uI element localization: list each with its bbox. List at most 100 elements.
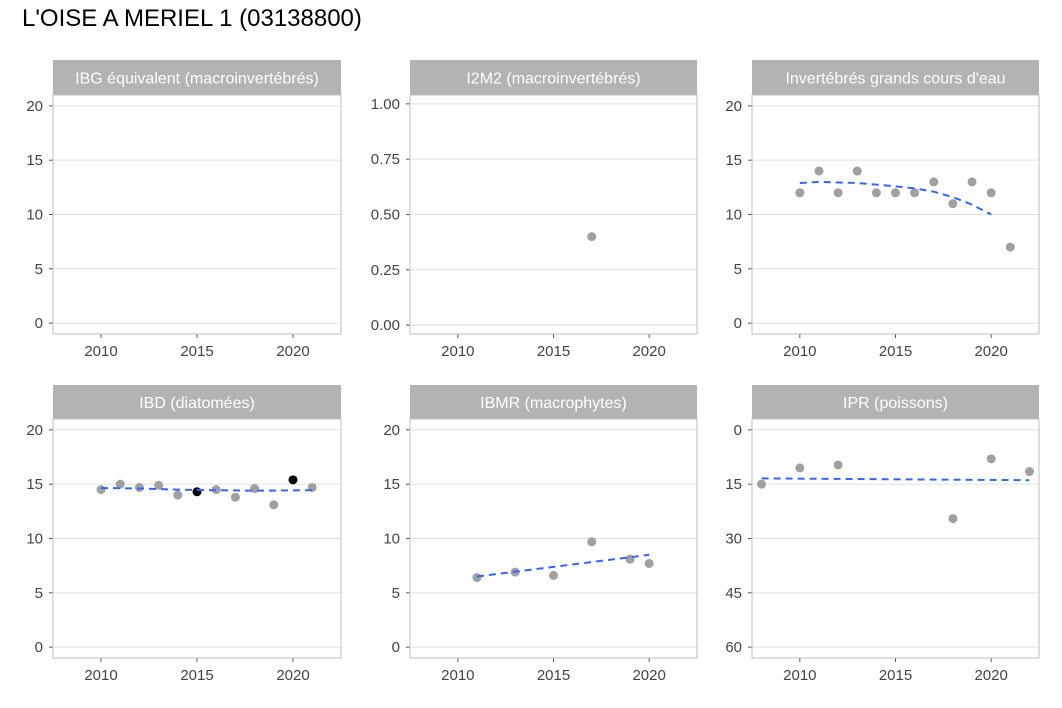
data-point [891,188,900,198]
y-tick-label: 10 [725,207,742,224]
strip-title: I2M2 (macroinvertébrés) [466,71,640,88]
data-point [173,490,183,500]
panel-1: IBG équivalent (macroinvertébrés) 0 5 10 15 2… [26,60,342,360]
y-tick-label: 0.25 [371,262,400,279]
data-point [472,573,482,583]
x-tick-label: 2020 [632,343,665,360]
data-point [795,188,805,198]
page-title: L'OISE A MERIEL 1 (03138800) [22,5,362,32]
x-tick-label: 2020 [276,343,309,360]
y-tick-label: 0 [35,315,43,332]
x-tick-label: 2010 [783,667,816,684]
strip-title: IBD (diatomées) [139,395,255,412]
strip-header [410,385,697,419]
y-tick-label: 0.75 [371,151,400,168]
data-point [230,492,240,502]
panel-border [409,94,698,335]
panel-border [52,94,342,335]
data-point [269,500,279,510]
data-point [587,232,597,242]
data-point [250,484,260,494]
x-tick-label: 2010 [84,667,117,684]
x-tick-label: 2020 [974,667,1007,684]
panel-5: IBMR (macrophytes) 0 5 10 15 20 2010 2015 2020 [383,385,698,684]
y-tick-label: 1.00 [371,96,400,113]
data-point [154,480,164,490]
x-tick-label: 2020 [276,667,309,684]
x-tick-label: 2015 [180,667,213,684]
data-point [986,454,996,464]
strip-header [752,385,1039,419]
data-point [948,199,958,209]
x-tick-label: 2020 [974,343,1007,360]
x-tick-label: 2015 [537,343,570,360]
panel-4: IBD (diatomées) 0 5 10 15 20 2010 2015 2020 [26,385,342,684]
data-point [96,485,106,495]
y-tick-label: 0 [734,315,742,332]
panel-border [751,94,1040,335]
y-tick-label: 0.50 [371,207,400,224]
y-tick-label: 20 [26,422,43,439]
data-point [948,514,958,524]
trend-line [100,487,313,492]
x-tick-label: 2010 [441,667,474,684]
data-point [1005,242,1015,252]
data-point [757,479,767,489]
data-point [134,482,144,492]
x-tick-label: 2010 [84,343,117,360]
y-tick-label: 10 [383,531,400,548]
data-point-highlight [288,475,298,485]
y-tick-label: 60 [725,639,742,656]
strip-header [752,60,1039,95]
x-tick-label: 2015 [879,667,912,684]
data-point [549,570,558,580]
strip-title: IBMR (macrophytes) [480,395,627,412]
y-tick-label: 15 [26,152,43,169]
data-point [795,463,805,473]
data-point [852,166,862,176]
data-point [814,166,824,176]
trend-line [476,553,650,578]
y-tick-label: 0 [392,639,400,656]
y-tick-label: 5 [734,261,742,278]
data-point [986,188,996,198]
y-tick-label: 15 [26,476,43,493]
x-tick-label: 2020 [632,667,665,684]
strip-title: IBG équivalent (macroinvertébrés) [75,71,319,88]
strip-title: Invertébrés grands cours d'eau [785,71,1005,88]
y-tick-label: 15 [725,152,742,169]
trend-line [799,180,992,216]
panel-border [52,418,342,659]
y-tick-label: 0.00 [371,317,400,334]
data-point [871,188,881,198]
y-tick-label: 0 [734,422,742,439]
y-tick-label: 45 [725,585,742,602]
data-point-highlight [192,487,202,497]
y-tick-label: 20 [725,98,742,115]
y-tick-label: 20 [26,98,43,115]
y-tick-label: 5 [392,585,400,602]
data-point [644,558,654,568]
strip-title: IPR (poissons) [843,395,948,412]
panel-6: IPR (poissons) 0 15 30 45 60 2010 2015 2020 [725,385,1040,684]
panel-border [751,418,1040,659]
x-tick-label: 2015 [180,343,213,360]
trend-line [761,477,1030,482]
strip-header [410,60,697,95]
y-tick-label: 20 [383,422,400,439]
y-tick-label: 5 [35,261,43,278]
data-point [115,479,125,489]
data-point [833,188,843,198]
x-tick-label: 2010 [441,343,474,360]
x-tick-label: 2015 [879,343,912,360]
y-tick-label: 15 [383,476,400,493]
data-point [587,537,597,547]
data-point [1024,467,1034,477]
panel-border [409,418,698,659]
y-tick-label: 15 [725,476,742,493]
y-tick-label: 10 [26,207,43,224]
y-tick-label: 5 [35,585,43,602]
strip-header [53,60,341,95]
x-tick-label: 2015 [537,667,570,684]
